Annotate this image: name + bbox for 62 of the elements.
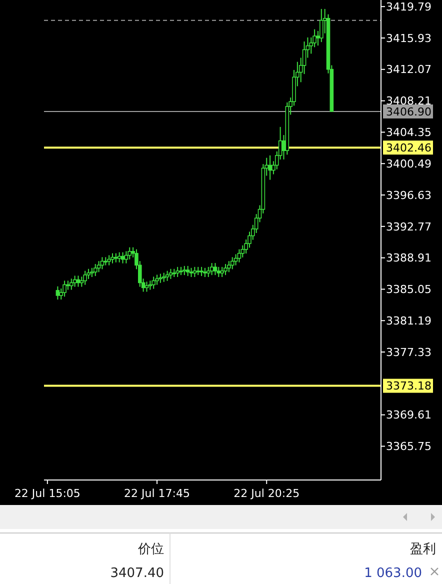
text: 价位: [137, 542, 164, 557]
candlestick: [76, 275, 80, 288]
y-tick-label: 3369.61: [386, 408, 432, 422]
y-tick-label: 3415.93: [386, 32, 432, 45]
y-tick-label: 3388.91: [386, 252, 432, 265]
candlestick: [120, 252, 125, 264]
candlestick: [220, 266, 224, 278]
candlestick: [230, 256, 234, 270]
candlestick: [107, 254, 111, 266]
candlestick: [152, 276, 156, 290]
y-tick-label: 3412.07: [386, 63, 432, 76]
candlestick: [62, 280, 66, 298]
candlestick: [93, 264, 98, 277]
candlestick: [216, 266, 221, 278]
text: 3407.40: [110, 566, 164, 581]
candlestick: [165, 270, 170, 282]
y-tick-label: 3381.19: [386, 314, 432, 328]
candlestick: [158, 273, 162, 284]
y-tick-label: 3419.79: [386, 0, 432, 14]
y-tick-label: 3408.21: [386, 94, 432, 108]
candlestick: [200, 266, 204, 277]
candlestick: [144, 281, 149, 292]
y-tick-label: 3404.35: [386, 126, 432, 140]
y-tick-label: 3392.77: [386, 220, 432, 234]
candlestick: [155, 274, 159, 286]
candlestick: [268, 154, 272, 180]
candlestick: [83, 270, 87, 286]
ref-line-label: 3406.90: [386, 105, 432, 118]
candlestick: [162, 272, 166, 282]
x-tick-label: 22 Jul 17:45: [124, 487, 190, 500]
text: 盈利: [410, 542, 436, 557]
candlestick: [213, 262, 218, 276]
x-tick-label: 22 Jul 20:25: [234, 487, 300, 500]
candlestick: [176, 266, 180, 278]
candlestick: [320, 8, 324, 43]
candlestick: [128, 246, 132, 260]
ref-line-label: 3402.46: [386, 141, 432, 154]
candlestick: [192, 266, 197, 278]
text: 1 063.00: [364, 566, 422, 581]
candlestick: [234, 254, 238, 266]
x-tick-label: 22 Jul 15:05: [14, 487, 80, 500]
ref-line-label: 3373.18: [386, 380, 432, 393]
y-tick-label: 3400.49: [386, 157, 432, 170]
candlestick: [168, 268, 173, 280]
candlestick: [224, 264, 228, 276]
candlestick: [70, 278, 74, 290]
candlestick: [182, 265, 186, 276]
candlestick: [96, 260, 101, 273]
candlestick: [72, 275, 77, 288]
candlestick: [203, 267, 207, 278]
candlestick: [117, 252, 122, 263]
candlestick: [90, 267, 94, 278]
candlestick: [210, 262, 214, 276]
candlestick: [186, 265, 190, 277]
y-tick-label: 3365.75: [386, 440, 432, 454]
candlestick: [110, 252, 114, 264]
candlestick: [189, 267, 194, 278]
candlestick: [227, 260, 231, 273]
y-tick-label: 3385.05: [386, 283, 432, 296]
y-tick-label: 3396.63: [386, 188, 432, 202]
candlestick: [206, 266, 210, 278]
y-tick-label: 3377.33: [386, 346, 432, 359]
